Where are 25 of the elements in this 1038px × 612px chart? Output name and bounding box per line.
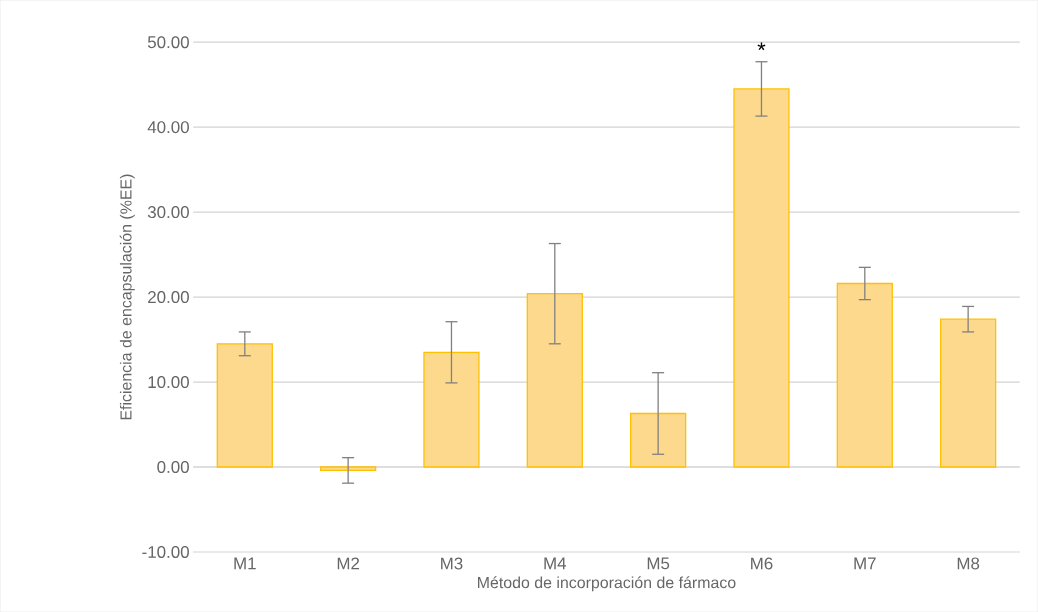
- bar: [836, 282, 893, 468]
- x-tick-label: M1: [234, 557, 256, 570]
- y-tick-label: 10.00: [148, 375, 189, 388]
- x-axis-title: Método de incorporación de fármaco: [478, 576, 736, 592]
- x-tick-label: M4: [544, 557, 567, 570]
- x-tick-label: M6: [751, 557, 773, 570]
- bar: [526, 292, 583, 468]
- y-tick-label: -10.00: [142, 545, 189, 558]
- x-tick-label: M8: [957, 557, 980, 570]
- x-tick-label: M2: [337, 557, 360, 570]
- x-tick-label: M3: [441, 557, 463, 570]
- bar: [423, 351, 480, 468]
- y-tick-label: 20.00: [148, 291, 189, 303]
- y-axis-title: Eficiencia de encapsulación (%EE): [119, 174, 135, 420]
- x-tick-label: M5: [647, 557, 670, 570]
- bar: [939, 318, 997, 468]
- y-tick-label: 0.00: [157, 460, 189, 473]
- bar: [733, 88, 790, 468]
- y-tick-label: 30.00: [147, 206, 189, 219]
- bar: [216, 343, 273, 468]
- y-tick-label: 50.00: [147, 36, 189, 49]
- annotation: *: [757, 42, 766, 51]
- x-tick-label: M7: [854, 557, 876, 570]
- bar: [319, 466, 377, 471]
- y-tick-label: 40.00: [147, 121, 189, 134]
